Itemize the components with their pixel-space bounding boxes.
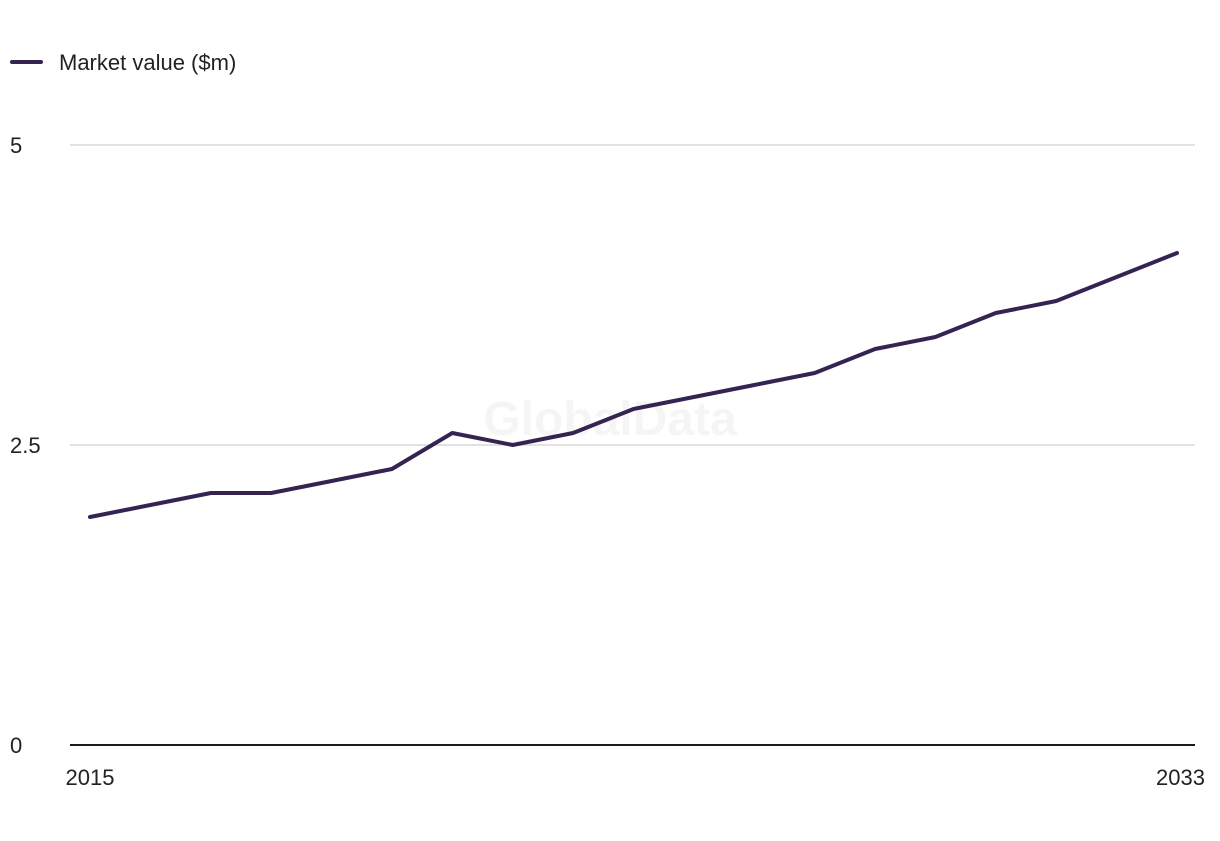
x-tick-label: 2033 bbox=[1156, 765, 1205, 790]
x-tick-label: 2015 bbox=[66, 765, 115, 790]
y-tick-label: 2.5 bbox=[10, 433, 41, 458]
y-tick-label: 5 bbox=[10, 133, 22, 158]
x-axis-ticks: 2015 2033 bbox=[66, 765, 1205, 790]
series-line-market-value bbox=[88, 251, 1179, 519]
gridlines bbox=[70, 144, 1195, 446]
y-axis-ticks: 02.55 bbox=[10, 133, 41, 758]
y-tick-label: 0 bbox=[10, 733, 22, 758]
legend: Market value ($m) bbox=[10, 50, 236, 75]
legend-label: Market value ($m) bbox=[59, 50, 236, 75]
series-layer bbox=[88, 251, 1179, 519]
